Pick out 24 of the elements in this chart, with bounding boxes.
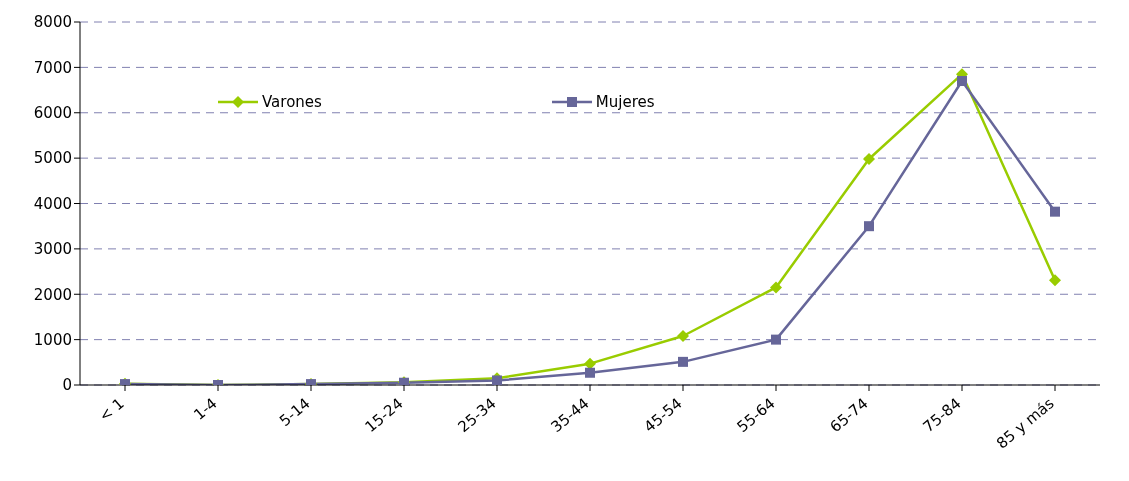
y-tick-label: 6000 [33,104,72,123]
x-tick-label: 1-4 [190,394,221,424]
legend-label: Varones [262,93,322,111]
point [863,153,875,166]
x-tick-label: < 1 [95,394,128,426]
y-tick-label: 5000 [33,149,72,168]
y-tick-label: 3000 [33,240,72,259]
point [771,334,781,345]
y-tick-label: 7000 [33,58,72,77]
point [585,367,595,378]
point [677,330,689,342]
y-tick-label: 0 [62,376,72,395]
point [1050,206,1060,217]
x-tick-label: 85 y más [993,394,1058,453]
point [864,221,874,232]
point [678,356,688,367]
y-tick-label: 8000 [33,13,72,32]
point [770,281,782,294]
point [957,75,967,86]
y-tick-label: 4000 [33,194,72,213]
legend-label: Mujeres [595,93,655,111]
y-tick-label: 2000 [33,285,72,304]
point [1049,274,1061,287]
y-tick-label: 1000 [33,330,72,349]
